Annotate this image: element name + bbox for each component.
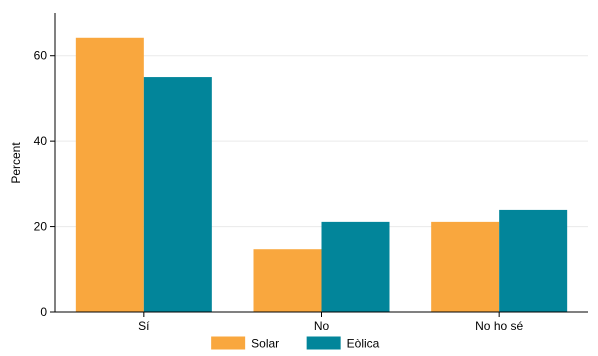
legend-swatch — [306, 336, 341, 350]
y-axis-title: Percent — [9, 142, 23, 184]
x-tick-label: No — [314, 319, 330, 333]
bar-solar-0 — [75, 37, 144, 312]
bar-eolica-0 — [143, 77, 212, 312]
legend-label: Solar — [251, 337, 279, 351]
legend: Solar Eòlica — [211, 336, 380, 351]
bar-solar-1 — [253, 249, 322, 312]
bar-eolica-2 — [499, 209, 568, 312]
legend-swatch — [211, 336, 246, 350]
y-ticks: 0 20 40 60 — [34, 49, 55, 319]
bar-solar-2 — [431, 221, 500, 312]
y-tick-label: 20 — [34, 220, 48, 234]
bar-eolica-1 — [321, 221, 390, 312]
y-tick-label: 40 — [34, 134, 48, 148]
y-tick-label: 60 — [34, 49, 48, 63]
x-tick-label: Sí — [138, 319, 150, 333]
x-ticks: Sí No No ho sé — [138, 312, 524, 333]
y-tick-label: 0 — [40, 305, 47, 319]
bar-group — [75, 37, 568, 312]
x-tick-label: No ho sé — [475, 319, 523, 333]
legend-label: Eòlica — [347, 337, 380, 351]
